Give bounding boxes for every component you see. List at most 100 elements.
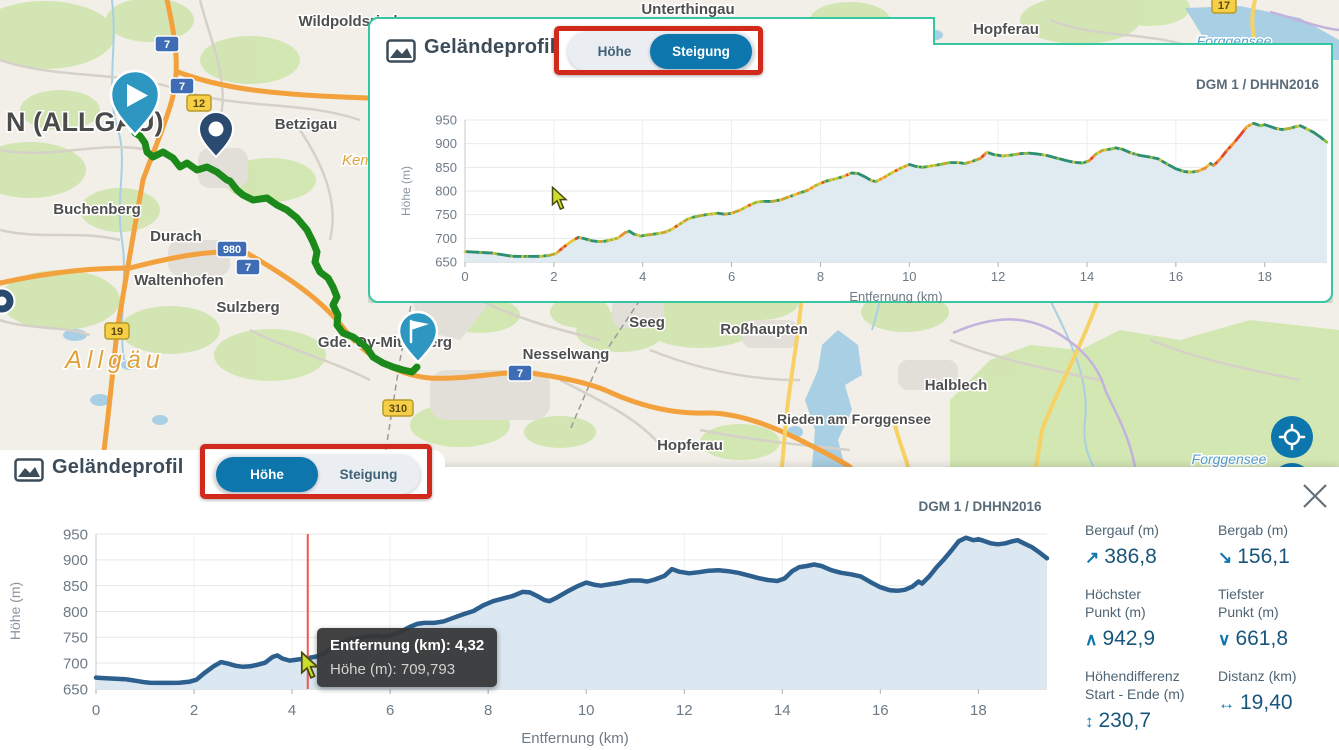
map-label: Durach — [150, 228, 202, 245]
close-button[interactable] — [1296, 477, 1334, 515]
svg-text:310: 310 — [389, 403, 407, 415]
stat-value: ↗ 386,8 — [1085, 544, 1157, 568]
y-axis-tick: 900 — [63, 552, 88, 569]
stat-value: ∨ 661,8 — [1218, 626, 1289, 650]
svg-text:12: 12 — [193, 98, 205, 110]
stat-label: Distanz (km) — [1218, 667, 1297, 684]
map-label: Sulzberg — [216, 299, 279, 316]
x-axis-tick: 6 — [728, 269, 735, 284]
map-label: Roßhaupten — [720, 321, 808, 338]
map-label: Unterthingau — [641, 1, 734, 18]
x-axis-tick: 0 — [461, 269, 468, 284]
toggle-steigung-top[interactable]: Steigung — [650, 34, 752, 69]
x-axis-tick: 6 — [386, 702, 394, 719]
x-axis-tick: 8 — [817, 269, 824, 284]
profile-statistics: Bergauf (m) ↗ 386,8 Bergab (m) ↘ 156,1 Höchste… — [1085, 522, 1338, 750]
map-label: Hopferau — [973, 21, 1039, 38]
y-axis-tick: 650 — [63, 681, 88, 698]
svg-text:7: 7 — [245, 262, 251, 274]
map-label: Forggensee — [1192, 451, 1267, 467]
x-axis-tick: 0 — [92, 702, 100, 719]
stat-value: ↕ 230,7 — [1085, 708, 1152, 732]
tertiary-roads — [952, 10, 1339, 468]
view-toggle-bottom[interactable]: Höhe Steigung — [214, 455, 420, 494]
gradient-colored-line — [463, 122, 1329, 258]
panel-title: Geländeprofil — [52, 456, 184, 478]
panel-notch-border — [935, 43, 1333, 45]
y-axis-tick: 800 — [435, 184, 457, 199]
y-axis-tick: 650 — [435, 255, 457, 270]
highlight-box-top-toggle — [554, 26, 763, 75]
stat-item: Bergab (m) ↘ 156,1 — [1218, 522, 1338, 586]
start-marker[interactable] — [109, 69, 161, 137]
waypoint-marker[interactable] — [197, 111, 235, 159]
route-line[interactable] — [131, 129, 421, 376]
x-axis-tick: 4 — [288, 702, 296, 719]
gradient-area-fill — [465, 123, 1327, 263]
finish-marker[interactable] — [397, 310, 439, 365]
elevation-profile-chart[interactable]: 650 700 750 800 850 900 950 0 2 4 6 8 10 12 14 16 18 Entf… — [0, 467, 1075, 750]
road-shield: 12 — [186, 94, 212, 112]
stat-arrow-icon: ↗ — [1085, 547, 1100, 567]
play-icon — [127, 84, 148, 107]
stat-label: Höchster Punkt (m) — [1085, 585, 1146, 620]
x-axis-tick: 14 — [1080, 269, 1094, 284]
terrain-profile-panel: Geländeprofil Höhe Steigung DGM 1 / DHHN… — [0, 450, 1339, 750]
y-axis-label: Höhe (m) — [7, 582, 23, 640]
stat-item: Höchster Punkt (m) ∧ 942,9 — [1085, 586, 1208, 668]
locate-icon — [1278, 423, 1306, 451]
y-axis-tick: 800 — [63, 604, 88, 621]
edge-marker[interactable] — [0, 287, 16, 315]
stat-item: Distanz (km) ↔ 19,40 — [1218, 668, 1338, 750]
map-label: Halblech — [925, 377, 988, 394]
stat-value: ∧ 942,9 — [1085, 626, 1156, 650]
secondary-roads — [780, 0, 1264, 469]
stat-label: Höhendifferenz Start - Ende (m) — [1085, 667, 1185, 702]
road-shield: 7 — [507, 364, 533, 382]
x-axis-tick: 2 — [190, 702, 198, 719]
y-axis-tick: 750 — [435, 207, 457, 222]
toggle-hoehe-bottom[interactable]: Höhe — [216, 457, 318, 492]
x-axis-tick: 14 — [774, 702, 791, 719]
stat-label: Bergauf (m) — [1085, 522, 1159, 538]
stat-arrow-icon: ∨ — [1218, 629, 1231, 649]
elevation-source-label: DGM 1 / DHHN2016 — [1195, 77, 1319, 92]
x-axis-tick: 10 — [578, 702, 595, 719]
y-axis-tick: 700 — [63, 655, 88, 672]
svg-text:7: 7 — [517, 368, 523, 380]
svg-text:17: 17 — [1218, 0, 1230, 12]
y-axis-tick: 750 — [63, 630, 88, 647]
profile-image-icon — [386, 39, 416, 63]
gradient-profile-chart[interactable]: 650 700 750 800 850 900 950 0 2 4 6 8 10 12 14 16 18 Entf… — [370, 89, 1333, 303]
road-shield: 7 — [169, 77, 195, 95]
svg-text:7: 7 — [164, 39, 170, 51]
terrain-profile-overlay-panel: Geländeprofil Höhe Steigung DGM 1 / DHHN… — [368, 17, 1333, 303]
stat-label: Bergab (m) — [1218, 522, 1289, 538]
x-axis-tick: 12 — [676, 702, 693, 719]
stat-value: ↘ 156,1 — [1218, 544, 1290, 568]
x-axis-tick: 4 — [639, 269, 646, 284]
y-axis-tick: 850 — [63, 578, 88, 595]
elevation-source-label: DGM 1 / DHHN2016 — [918, 499, 1042, 514]
x-axis-tick: 18 — [970, 702, 987, 719]
map-label: Nesselwang — [523, 346, 610, 363]
toggle-steigung-bottom[interactable]: Steigung — [339, 467, 398, 482]
x-axis-label: Entfernung (km) — [521, 730, 629, 747]
map-label: Betzigau — [275, 116, 338, 133]
road-shield: 980 — [216, 240, 248, 258]
stat-value: ↔ 19,40 — [1218, 690, 1293, 714]
close-icon — [1303, 484, 1327, 508]
x-axis-tick: 12 — [991, 269, 1005, 284]
view-toggle-top[interactable]: Höhe Steigung — [568, 32, 754, 71]
map-label: Buchenberg — [53, 201, 141, 218]
x-axis-tick: 16 — [872, 702, 889, 719]
chart-tooltip: Entfernung (km): 4,32 Höhe (m): 709,793 — [317, 628, 498, 687]
stat-label: Tiefster Punkt (m) — [1218, 585, 1279, 620]
toggle-hoehe-top[interactable]: Höhe — [597, 44, 632, 59]
y-axis-label: Höhe (m) — [399, 166, 413, 216]
svg-text:19: 19 — [111, 326, 123, 338]
road-shield: 17 — [1211, 0, 1237, 14]
locate-button[interactable] — [1271, 416, 1313, 458]
stat-item: Höhendifferenz Start - Ende (m) ↕ 230,7 — [1085, 668, 1208, 750]
